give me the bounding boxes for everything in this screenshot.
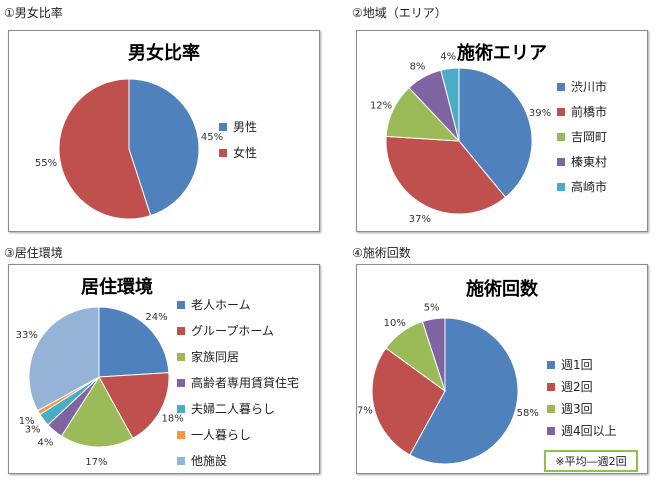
legend-label-2: 吉岡町: [571, 130, 607, 144]
pie-slice-6: [28, 306, 100, 412]
residence-pie-chart: 居住環境 24% 老人ホーム 18% グループホーム 17% 家族同居 4% 高齢者専用賃貸住…: [16, 276, 299, 468]
legend-label-1: 女性: [233, 145, 257, 160]
area-chart-panel: 施術エリア 39% 渋川市 37% 前橋市 12% 吉岡町 8% 榛東村 4% 高崎市: [356, 30, 648, 232]
slice-label-6: 33%: [16, 330, 38, 341]
slice-label-0: 24%: [145, 312, 167, 323]
residence-chart-panel: 居住環境 24% 老人ホーム 18% グループホーム 17% 家族同居 4% 高齢者専用賃貸住…: [8, 264, 320, 474]
legend-label-0: 老人ホーム: [191, 298, 251, 312]
pie-slice-2: [60, 376, 134, 448]
chart-title: 居住環境: [81, 276, 153, 298]
legend-swatch-3: [177, 379, 185, 387]
legend-label-4: 高崎市: [571, 179, 607, 194]
legend-label-3: 高齢者専用賃貸住宅: [191, 375, 299, 390]
legend-label-6: 他施設: [191, 453, 227, 468]
pie-slice-1: [385, 135, 507, 215]
legend-label-0: 週1回: [561, 358, 593, 372]
section-label-residence: ③居住環境: [4, 246, 63, 260]
legend-label-5: 一人暮らし: [191, 428, 251, 442]
legend-swatch-1: [547, 383, 555, 391]
legend-label-1: 週2回: [561, 380, 593, 394]
slice-label-2: 17%: [85, 457, 107, 468]
legend-swatch-5: [177, 431, 185, 439]
slice-label-0: 39%: [529, 108, 551, 119]
legend-label-3: 榛東村: [571, 155, 607, 169]
section-label-frequency: ④施術回数: [352, 246, 411, 260]
slice-label-3: 5%: [424, 303, 440, 314]
legend-label-1: 前橋市: [571, 104, 607, 119]
pie-slice-0: [128, 78, 200, 217]
pie-slice-0: [458, 67, 533, 198]
pie-slice-1: [58, 78, 152, 220]
slice-label-1: 27%: [357, 406, 373, 417]
slice-label-1: 18%: [161, 413, 183, 424]
slice-label-3: 8%: [410, 62, 426, 73]
section-label-area: ②地域（エリア）: [352, 6, 447, 20]
legend-label-4: 夫婦二人暮らし: [191, 401, 275, 416]
average-note: ※平均―週2回: [544, 450, 638, 472]
frequency-chart-panel: 施術回数 58% 週1回 27% 週2回 10% 週3回 5% 週4回以上: [356, 264, 648, 474]
slice-label-1: 37%: [409, 214, 431, 225]
legend-label-0: 男性: [233, 120, 257, 134]
legend-swatch-2: [177, 353, 185, 361]
pie-slice-0: [98, 306, 170, 378]
slice-label-2: 12%: [370, 100, 392, 111]
slice-label-4: 4%: [440, 52, 456, 63]
pie-slice-4: [440, 67, 460, 142]
chart-title: 施術回数: [466, 278, 539, 300]
legend-swatch-1: [557, 108, 565, 116]
legend-swatch-0: [177, 301, 185, 309]
gender-chart-panel: 男女比率 45% 男性 55% 女性: [8, 30, 320, 232]
legend-swatch-2: [557, 133, 565, 141]
slice-label-0: 58%: [517, 408, 539, 419]
pie-slice-1: [98, 372, 170, 440]
slice-label-2: 10%: [384, 318, 406, 329]
legend-swatch-6: [177, 457, 185, 465]
gender-pie-chart: 男女比率 45% 男性 55% 女性: [35, 42, 257, 220]
pie-slice-3: [421, 317, 446, 392]
section-label-gender: ①男女比率: [4, 6, 63, 20]
legend-swatch-0: [547, 361, 555, 369]
legend-label-1: グループホーム: [191, 324, 274, 338]
legend-label-0: 渋川市: [571, 79, 607, 94]
area-pie-chart: 施術エリア 39% 渋川市 37% 前橋市 12% 吉岡町 8% 榛東村 4% 高崎市: [370, 42, 607, 225]
legend-label-3: 週4回以上: [561, 424, 617, 438]
legend-swatch-3: [547, 427, 555, 435]
legend-swatch-2: [547, 405, 555, 413]
slice-label-5: 1%: [19, 416, 35, 427]
legend-swatch-1: [219, 149, 227, 157]
legend-swatch-4: [557, 183, 565, 191]
legend-swatch-1: [177, 327, 185, 335]
slice-label-1: 55%: [35, 158, 57, 169]
legend-swatch-0: [557, 83, 565, 91]
slice-label-0: 45%: [201, 132, 223, 143]
legend-swatch-3: [557, 158, 565, 166]
chart-title: 施術エリア: [457, 42, 547, 64]
pie-slice-0: [409, 317, 519, 465]
chart-title: 男女比率: [128, 42, 200, 64]
legend-swatch-4: [177, 405, 185, 413]
legend-swatch-0: [219, 123, 227, 131]
slice-label-3: 4%: [38, 438, 54, 449]
legend-label-2: 家族同居: [191, 349, 239, 364]
frequency-pie-chart: 施術回数 58% 週1回 27% 週2回 10% 週3回 5% 週4回以上: [357, 278, 617, 465]
legend-label-2: 週3回: [561, 402, 593, 416]
pie-slice-1: [371, 347, 446, 456]
slice-label-4: 3%: [25, 424, 41, 435]
